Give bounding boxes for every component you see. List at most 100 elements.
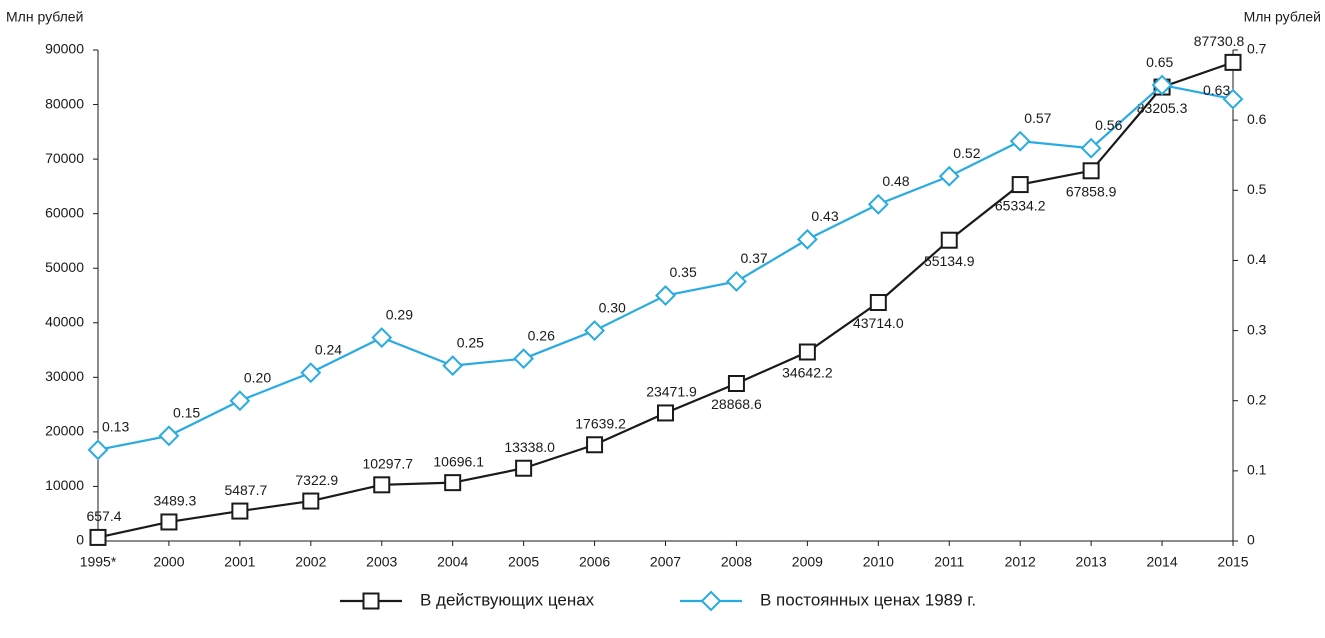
data-label: 67858.9: [1066, 183, 1117, 199]
y-tick-label: 90000: [45, 41, 84, 57]
point-marker: [726, 271, 747, 292]
y2-tick-label: 0.2: [1247, 391, 1267, 407]
point-marker: [1080, 137, 1102, 159]
data-label: 23471.9: [646, 384, 697, 400]
point-marker: [1011, 176, 1029, 194]
y2-tick-label: 0.3: [1247, 321, 1267, 337]
data-label: 5487.7: [224, 482, 267, 498]
data-label: 0.43: [811, 208, 838, 224]
data-label: 0.25: [457, 334, 484, 350]
x-tick-label: 2001: [224, 554, 255, 570]
data-label: 0.20: [244, 369, 271, 385]
data-label: 0.35: [670, 264, 697, 280]
data-label: 17639.2: [575, 415, 626, 431]
y2-tick-label: 0.7: [1247, 41, 1267, 57]
data-label: 0.29: [386, 306, 413, 322]
point-marker: [442, 355, 464, 377]
data-label: 10696.1: [433, 453, 484, 469]
data-label: 0.37: [740, 250, 767, 266]
y-tick-label: 70000: [45, 150, 84, 166]
y-axis-label: Млн рублей: [6, 9, 83, 25]
data-label: 3489.3: [154, 493, 197, 509]
point-marker: [373, 476, 391, 494]
y-tick-label: 40000: [45, 313, 84, 329]
x-tick-label: 2009: [792, 554, 823, 570]
point-marker: [798, 343, 816, 361]
point-marker: [867, 193, 889, 215]
point-marker: [1222, 88, 1244, 110]
x-tick-label: 2004: [437, 554, 468, 570]
point-marker: [869, 294, 887, 312]
data-label: 13338.0: [504, 439, 555, 455]
data-label: 0.52: [953, 145, 980, 161]
y2-tick-label: 0: [1247, 532, 1255, 548]
data-label: 0.30: [599, 299, 626, 315]
x-tick-label: 2013: [1076, 554, 1107, 570]
x-tick-label: 2011: [934, 554, 964, 570]
y-tick-label: 80000: [45, 95, 84, 111]
y-tick-label: 10000: [45, 477, 84, 493]
data-label: 7322.9: [295, 472, 338, 488]
data-label: 10297.7: [362, 456, 413, 472]
data-label: 0.63: [1203, 82, 1230, 98]
data-label: 0.13: [102, 419, 129, 435]
x-tick-label: 2002: [295, 554, 326, 570]
point-marker: [938, 165, 960, 187]
point-marker: [1082, 162, 1100, 180]
y-tick-label: 60000: [45, 204, 84, 220]
data-label: 34642.2: [782, 365, 833, 381]
y-tick-label: 20000: [45, 423, 84, 439]
y2-tick-label: 0.6: [1247, 111, 1267, 127]
data-label: 87730.8: [1194, 33, 1245, 49]
x-tick-label: 2014: [1146, 554, 1177, 570]
x-tick-label: 1995*: [80, 554, 117, 570]
y2-tick-label: 0.1: [1247, 462, 1267, 478]
legend-marker: [700, 590, 722, 612]
point-marker: [229, 390, 251, 412]
point-marker: [1009, 130, 1031, 152]
point-marker: [584, 320, 605, 341]
point-marker: [302, 492, 320, 510]
data-label: 0.56: [1095, 117, 1122, 133]
point-marker: [87, 439, 109, 461]
legend-label: В действующих ценах: [420, 590, 595, 609]
legend-label: В постоянных ценах 1989 г.: [760, 590, 976, 609]
data-label: 0.48: [882, 173, 909, 189]
point-marker: [444, 474, 462, 492]
x-tick-label: 2003: [366, 554, 397, 570]
data-label: 0.24: [315, 341, 342, 357]
x-tick-label: 2006: [579, 554, 610, 570]
point-marker: [371, 327, 393, 349]
data-label: 0.15: [173, 404, 200, 420]
point-marker: [655, 285, 676, 306]
data-label: 0.65: [1146, 54, 1173, 70]
point-marker: [513, 348, 535, 370]
point-marker: [586, 436, 604, 454]
data-label: 55134.9: [924, 253, 975, 269]
data-label: 657.4: [86, 508, 121, 524]
point-marker: [160, 513, 178, 531]
data-label: 0.57: [1024, 110, 1051, 126]
point-marker: [158, 425, 180, 447]
data-label: 65334.2: [995, 197, 1046, 213]
point-marker: [1224, 53, 1242, 71]
point-marker: [300, 362, 322, 384]
x-tick-label: 2008: [721, 554, 752, 570]
y2-axis-label: Млн рублей: [1244, 9, 1321, 25]
legend-marker: [362, 592, 380, 610]
point-marker: [89, 528, 107, 546]
x-tick-label: 2010: [863, 554, 894, 570]
point-marker: [796, 228, 818, 250]
y-tick-label: 30000: [45, 368, 84, 384]
x-tick-label: 2005: [508, 554, 539, 570]
y2-tick-label: 0.5: [1247, 181, 1267, 197]
x-tick-label: 2015: [1217, 554, 1248, 570]
y-tick-label: 0: [76, 532, 84, 548]
data-label: 0.26: [528, 327, 555, 343]
point-marker: [231, 502, 249, 520]
data-label: 43714.0: [853, 315, 904, 331]
y-tick-label: 50000: [45, 259, 84, 275]
point-marker: [1151, 74, 1173, 96]
x-tick-label: 2012: [1005, 554, 1036, 570]
